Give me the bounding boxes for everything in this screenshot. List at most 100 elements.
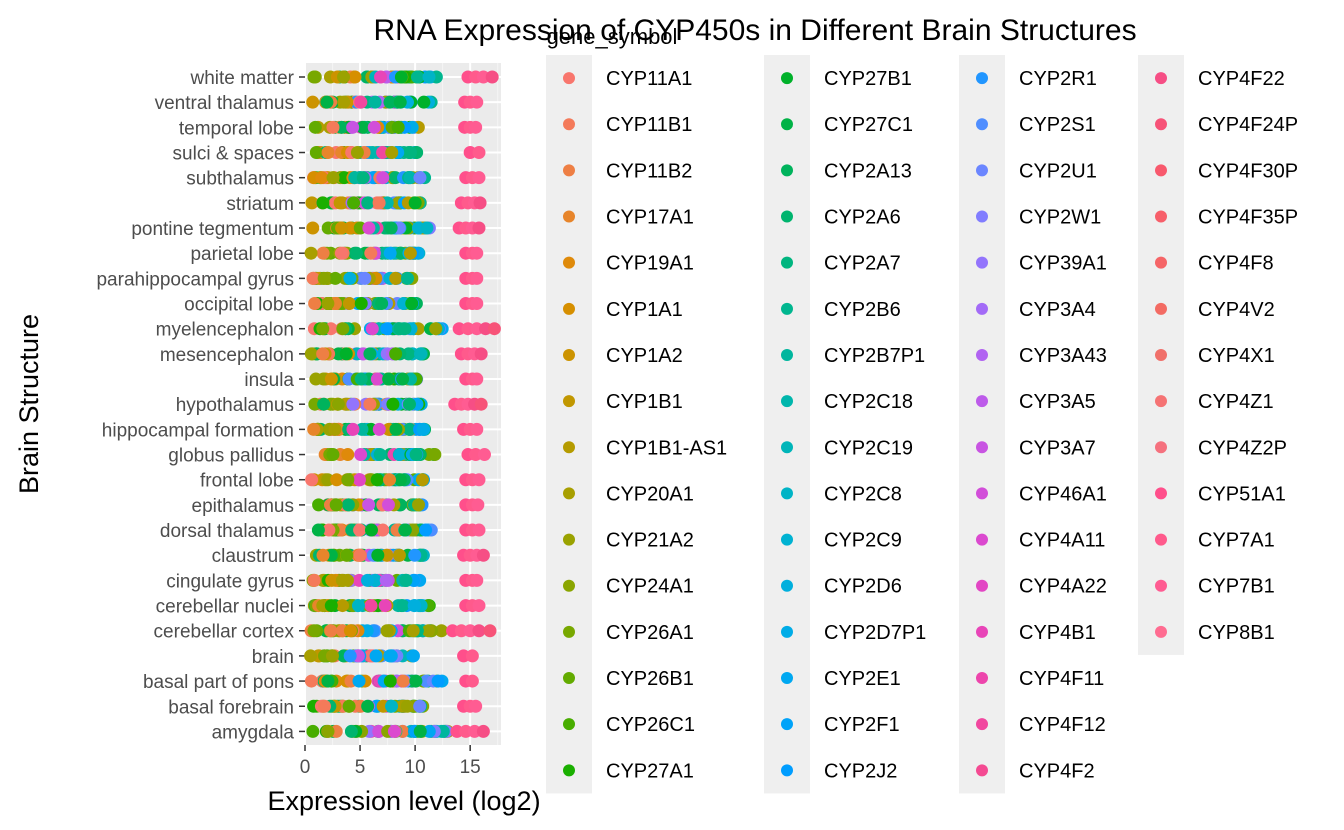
data-point <box>321 674 335 688</box>
data-point <box>351 599 365 613</box>
data-point <box>413 171 427 185</box>
data-point <box>304 347 318 361</box>
data-point <box>396 674 410 688</box>
data-point <box>309 146 323 160</box>
data-point <box>406 624 420 638</box>
data-point <box>485 70 499 84</box>
data-point <box>415 473 429 487</box>
data-point <box>382 372 396 386</box>
y-tick-label: frontal lobe <box>200 471 294 492</box>
legend-key <box>563 718 575 731</box>
legend-key <box>976 164 988 177</box>
legend-key <box>781 718 793 731</box>
data-point <box>406 649 420 663</box>
data-point <box>307 70 321 84</box>
data-point <box>340 548 354 562</box>
data-point <box>355 422 369 436</box>
data-point <box>403 146 417 160</box>
data-point <box>356 171 370 185</box>
legend-key <box>976 441 988 454</box>
data-point <box>308 120 322 134</box>
legend-key <box>563 487 575 500</box>
data-point <box>306 221 320 235</box>
legend-key <box>1155 395 1167 408</box>
y-tick-label: white matter <box>190 68 295 89</box>
data-point <box>316 246 330 260</box>
legend-label: CYP1B1 <box>606 391 683 413</box>
data-point <box>354 448 368 462</box>
data-point <box>378 599 392 613</box>
data-point <box>326 171 340 185</box>
legend-key-background <box>959 55 1005 794</box>
legend-label: CYP7A1 <box>1198 530 1275 552</box>
legend-key <box>976 72 988 85</box>
data-point <box>368 95 382 109</box>
data-point <box>344 724 358 738</box>
data-point <box>316 548 330 562</box>
data-point <box>410 70 424 84</box>
data-point <box>408 599 422 613</box>
data-point <box>373 448 387 462</box>
legend-key <box>1155 118 1167 131</box>
legend-label: CYP4A22 <box>1019 576 1107 598</box>
chart-title: RNA Expression of CYP450s in Different B… <box>373 14 1136 47</box>
y-tick-label: temporal lobe <box>179 118 294 139</box>
data-point <box>472 624 486 638</box>
data-point <box>370 372 384 386</box>
legend-key <box>976 348 988 361</box>
data-point <box>306 95 320 109</box>
data-point <box>364 523 378 537</box>
data-point <box>470 422 484 436</box>
legend-key <box>563 625 575 638</box>
data-point <box>470 271 484 285</box>
data-point <box>376 146 390 160</box>
x-tick-label: 0 <box>300 757 311 778</box>
data-point <box>421 624 435 638</box>
legend-label: CYP2U1 <box>1019 160 1097 182</box>
data-point <box>325 649 339 663</box>
legend-key <box>1155 441 1167 454</box>
data-point <box>324 372 338 386</box>
data-point <box>398 523 412 537</box>
legend-label: CYP2D7P1 <box>824 622 926 644</box>
legend-key <box>1155 164 1167 177</box>
legend-key <box>563 764 575 777</box>
x-tick-label: 15 <box>460 757 481 778</box>
legend-label: CYP4Z1 <box>1198 391 1274 413</box>
data-point <box>428 448 442 462</box>
data-point <box>393 448 407 462</box>
y-tick-label: occipital lobe <box>184 295 294 316</box>
data-point <box>317 397 331 411</box>
legend-label: CYP46A1 <box>1019 483 1107 505</box>
y-tick-label: claustrum <box>212 546 294 567</box>
legend-key <box>781 672 793 685</box>
data-point <box>341 448 355 462</box>
data-point <box>372 422 386 436</box>
data-point <box>346 422 360 436</box>
legend-key <box>1155 487 1167 500</box>
y-tick-label: ventral thalamus <box>155 93 294 114</box>
y-tick-label: parietal lobe <box>190 244 294 265</box>
legend-label: CYP4B1 <box>1019 622 1096 644</box>
legend-key <box>781 72 793 85</box>
data-point <box>487 322 501 336</box>
data-point <box>470 372 484 386</box>
data-point <box>391 120 405 134</box>
legend-key <box>976 764 988 777</box>
data-point <box>305 196 319 210</box>
legend-label: CYP51A1 <box>1198 483 1286 505</box>
x-tick-label: 5 <box>355 757 366 778</box>
data-point <box>334 246 348 260</box>
data-point <box>364 246 378 260</box>
data-point <box>380 624 394 638</box>
data-point <box>472 146 486 160</box>
data-point <box>362 498 376 512</box>
data-point <box>358 271 372 285</box>
data-point <box>472 523 486 537</box>
data-point <box>396 372 410 386</box>
legend-label: CYP11A1 <box>606 68 692 90</box>
data-point <box>376 523 390 537</box>
data-point <box>307 624 321 638</box>
y-tick-label: subthalamus <box>186 169 294 190</box>
data-point <box>381 498 395 512</box>
